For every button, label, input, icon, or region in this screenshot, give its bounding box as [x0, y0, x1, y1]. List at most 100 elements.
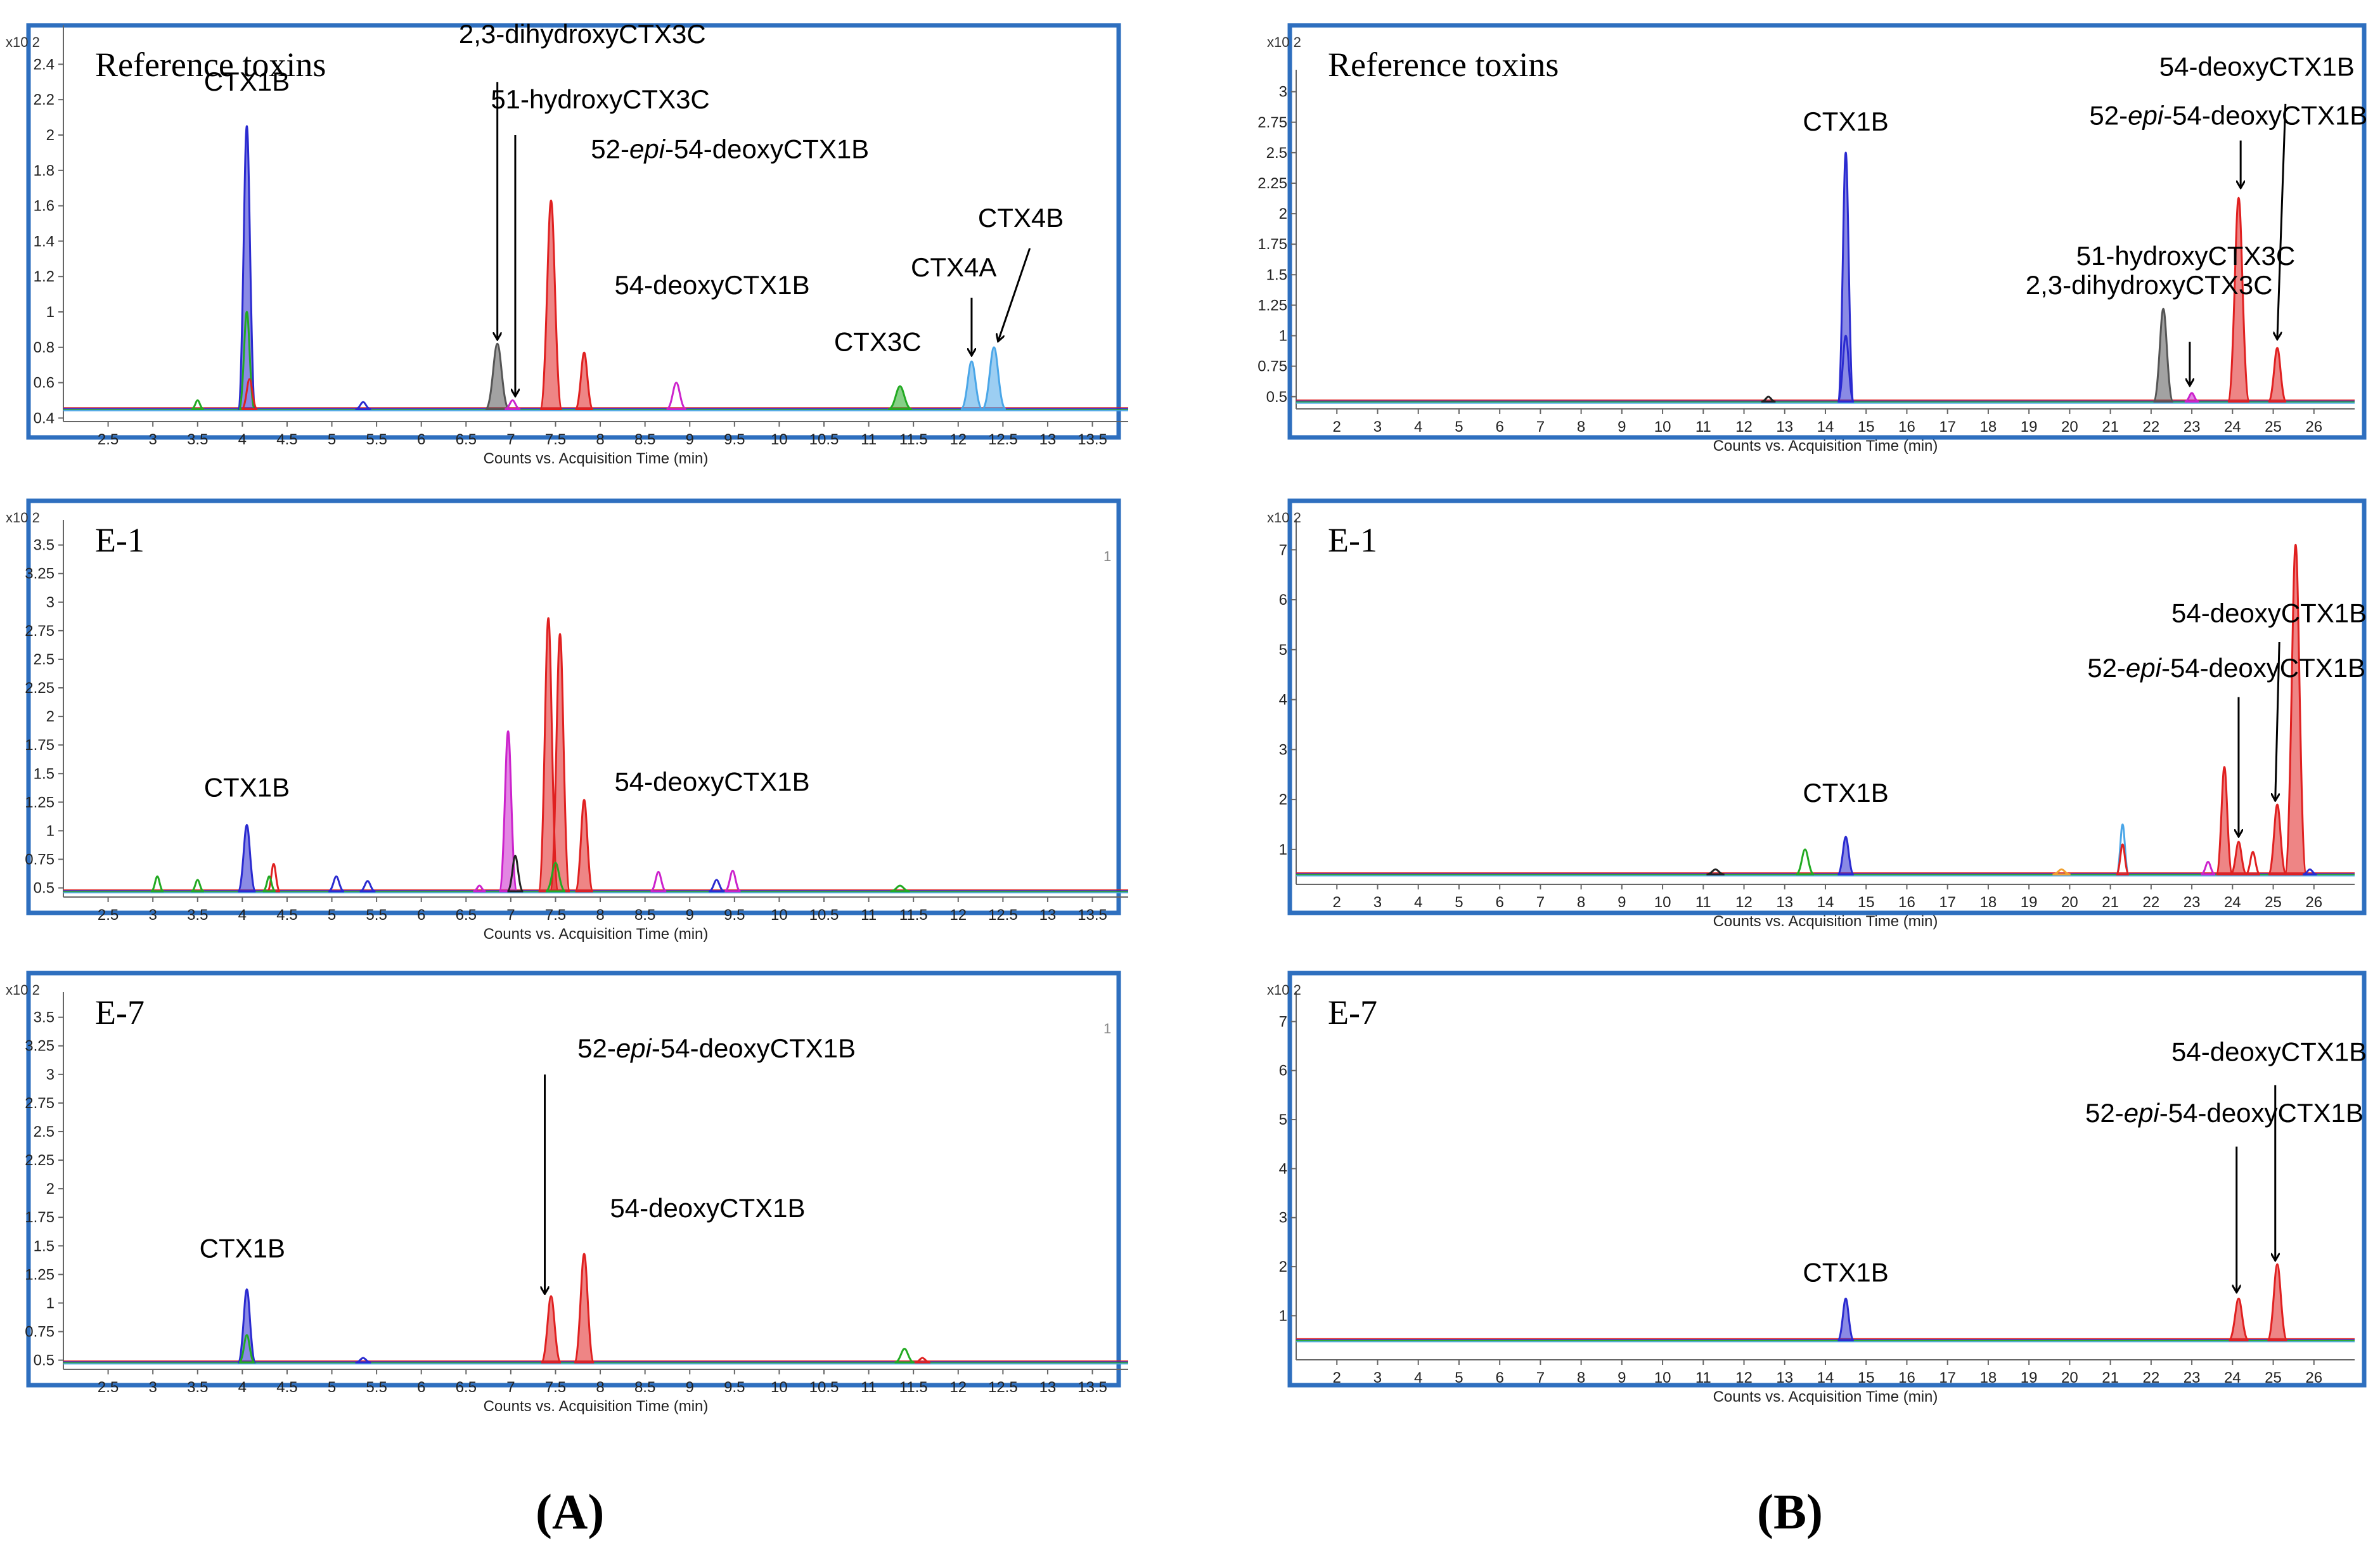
- chart-panel-a-e1: x10 2 0.5 0.75 1 1.25 1.5 1.75 2 2.25 2.5 2.75 3 3.2…: [6, 498, 1128, 943]
- y-tick-label: 1: [1279, 841, 1287, 858]
- peak-green: [238, 1334, 256, 1364]
- y-tick-label: 2.5: [34, 1123, 55, 1140]
- x-tick-label: 11: [861, 1379, 877, 1396]
- y-tick-label: 2.25: [25, 680, 55, 697]
- x-tick-label: 6.5: [456, 431, 477, 448]
- peak-annotation: 54-deoxyCTX1B: [2171, 1037, 2367, 1066]
- peak-lightblue: [981, 346, 1007, 410]
- y-tick-label: 3.25: [25, 565, 55, 583]
- panel-corner-mark: 1: [1103, 1021, 1111, 1037]
- x-tick-label: 12.5: [988, 907, 1018, 924]
- x-tick-label: 4: [1414, 418, 1422, 436]
- y-tick-label: 1.25: [1258, 297, 1287, 314]
- peak-green: [150, 875, 164, 893]
- y-tick-label: 1.8: [34, 162, 55, 179]
- peak-grey: [484, 342, 510, 410]
- peak-annotation: CTX4A: [911, 252, 996, 282]
- x-tick-label: 3: [148, 431, 157, 448]
- y-tick-label: 1: [1279, 328, 1287, 345]
- peak-green: [191, 879, 205, 893]
- x-tick-label: 10.5: [809, 431, 839, 448]
- x-tick-label: 6: [417, 431, 425, 448]
- y-tick-label: 1: [1279, 1307, 1287, 1324]
- peak-red: [266, 863, 281, 893]
- x-tick-label: 25: [2265, 894, 2282, 911]
- x-tick-label: 17: [1939, 1369, 1956, 1386]
- x-tick-label: 20: [2061, 418, 2078, 436]
- x-tick-label: 5: [1455, 1369, 1463, 1386]
- x-axis-title: Counts vs. Acquisition Time (min): [484, 1398, 709, 1415]
- x-tick-label: 5: [328, 1379, 336, 1396]
- peak-red: [240, 378, 259, 410]
- y-multiplier-label: x10 2: [1267, 510, 1301, 526]
- peak-annotation: CTX1B: [1803, 1257, 1888, 1287]
- x-tick-label: 10.5: [809, 907, 839, 924]
- column-label-a: (A): [536, 1484, 605, 1539]
- x-tick-label: 2: [1333, 1369, 1341, 1386]
- peak-annotation: CTX3C: [834, 326, 922, 356]
- peak-annotation: 52-epi-54-deoxyCTX1B: [591, 134, 869, 164]
- x-tick-label: 11: [1695, 1369, 1711, 1386]
- x-tick-label: 10: [1654, 418, 1671, 436]
- x-tick-label: 7.5: [545, 907, 566, 924]
- peak-green: [890, 884, 910, 893]
- peak-red: [539, 199, 563, 410]
- y-tick-label: 3.5: [34, 1009, 55, 1026]
- x-tick-label: 8.5: [634, 431, 655, 448]
- x-tick-label: 3: [1373, 1369, 1382, 1386]
- x-tick-label: 3: [148, 907, 157, 924]
- peak-blue: [1836, 152, 1855, 403]
- x-tick-label: 16: [1898, 1369, 1915, 1386]
- x-tick-label: 23: [2184, 418, 2201, 436]
- peak-annotation: 51-hydroxyCTX3C: [2076, 241, 2295, 271]
- x-tick-label: 21: [2102, 1369, 2119, 1386]
- y-tick-label: 3: [1279, 1210, 1287, 1227]
- x-tick-label: 5.5: [366, 907, 387, 924]
- x-tick-label: 9: [1618, 1369, 1626, 1386]
- y-tick-label: 2: [46, 1180, 55, 1198]
- peak-red: [2227, 1297, 2249, 1341]
- x-tick-label: 11: [1695, 894, 1711, 911]
- peak-magenta: [498, 730, 518, 893]
- peak-green: [262, 875, 276, 893]
- y-tick-label: 1: [46, 304, 55, 321]
- x-tick-label: 4.5: [276, 1379, 297, 1396]
- peak-magenta: [650, 870, 667, 893]
- x-tick-label: 13.5: [1077, 907, 1107, 924]
- y-tick-label: 1: [46, 1295, 55, 1312]
- peak-annotation: 54-deoxyCTX1B: [2159, 52, 2355, 82]
- x-tick-label: 4: [1414, 1369, 1422, 1386]
- peak-lightblue: [960, 360, 984, 410]
- x-tick-label: 3: [1373, 418, 1382, 436]
- x-tick-label: 4.5: [276, 431, 297, 448]
- y-tick-label: 2: [46, 708, 55, 725]
- x-tick-label: 9: [686, 907, 694, 924]
- y-tick-label: 2.25: [25, 1152, 55, 1169]
- x-tick-label: 11.5: [899, 431, 928, 448]
- x-tick-label: 11: [861, 907, 877, 924]
- x-tick-label: 13: [1776, 1369, 1793, 1386]
- x-tick-label: 4: [238, 431, 247, 448]
- peak-grey: [2152, 307, 2175, 403]
- x-tick-label: 12: [1735, 894, 1753, 911]
- x-tick-label: 25: [2265, 418, 2282, 436]
- x-tick-label: 10.5: [809, 1379, 839, 1396]
- x-tick-label: 18: [1980, 418, 1997, 436]
- x-tick-label: 4.5: [276, 907, 297, 924]
- y-tick-label: 3.5: [34, 537, 55, 554]
- y-tick-label: 0.6: [34, 375, 55, 392]
- y-tick-label: 2.4: [34, 56, 55, 73]
- y-tick-label: 7: [1279, 541, 1287, 559]
- panel-title: Reference toxins: [1328, 46, 1559, 84]
- x-axis-title: Counts vs. Acquisition Time (min): [1713, 437, 1938, 455]
- x-tick-label: 7.5: [545, 1379, 566, 1396]
- x-tick-label: 7: [506, 431, 515, 448]
- x-tick-label: 3.5: [187, 431, 208, 448]
- peak-green: [191, 399, 205, 410]
- y-tick-label: 4: [1279, 692, 1287, 709]
- peak-red: [914, 1357, 930, 1364]
- x-tick-label: 22: [2142, 894, 2159, 911]
- y-tick-label: 5: [1279, 1111, 1287, 1128]
- x-tick-label: 7: [506, 907, 515, 924]
- peak-red: [2284, 543, 2308, 875]
